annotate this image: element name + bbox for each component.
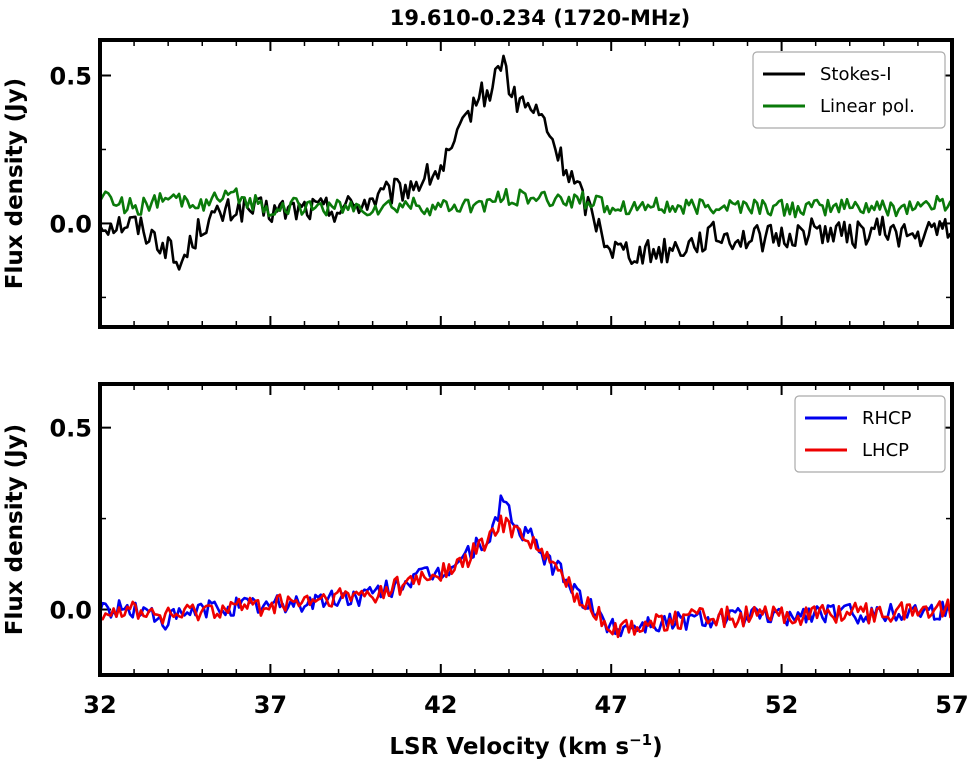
legend: RHCP LHCP: [794, 395, 946, 473]
x-axis-label: LSR Velocity (km s−1): [389, 731, 662, 760]
legend-box: [794, 395, 946, 473]
panel-2: 0.0 0.5 Flux density (Jy) RHCP LHCP: [2, 382, 954, 677]
series-line-stokes-i: [100, 54, 952, 271]
plot-frame: [98, 38, 954, 329]
legend-label: Stokes-I: [820, 64, 892, 85]
x-tick-label: 52: [765, 691, 798, 719]
y-axis-label: Flux density (Jy): [2, 424, 28, 635]
y-tick-label: 0.5: [49, 415, 92, 443]
chart-title: 19.610-0.234 (1720-MHz): [390, 6, 691, 30]
legend-label: LHCP: [862, 440, 909, 461]
y-tick-label: 0.5: [49, 63, 92, 91]
series-line-linear-pol: [100, 187, 952, 219]
legend-label: RHCP: [862, 408, 912, 429]
y-tick-label: 0.0: [49, 597, 92, 625]
x-tick-label: 42: [424, 691, 457, 719]
x-tick-label: 57: [935, 691, 968, 719]
x-tick-label: 37: [254, 691, 287, 719]
y-tick-label: 0.0: [49, 210, 92, 238]
series-line-lhcp: [100, 514, 952, 639]
y-axis-label: Flux density (Jy): [2, 78, 28, 289]
legend: Stokes-I Linear pol.: [752, 51, 946, 129]
panel-1: 0.0 0.5 Flux density (Jy) Stokes-I Linear po…: [2, 38, 954, 329]
x-tick-label: 47: [594, 691, 627, 719]
x-tick-label: 32: [83, 691, 116, 719]
legend-label: Linear pol.: [820, 96, 915, 117]
plot-frame: [98, 382, 954, 677]
legend-box: [752, 51, 946, 129]
series-line-rhcp: [100, 494, 952, 638]
